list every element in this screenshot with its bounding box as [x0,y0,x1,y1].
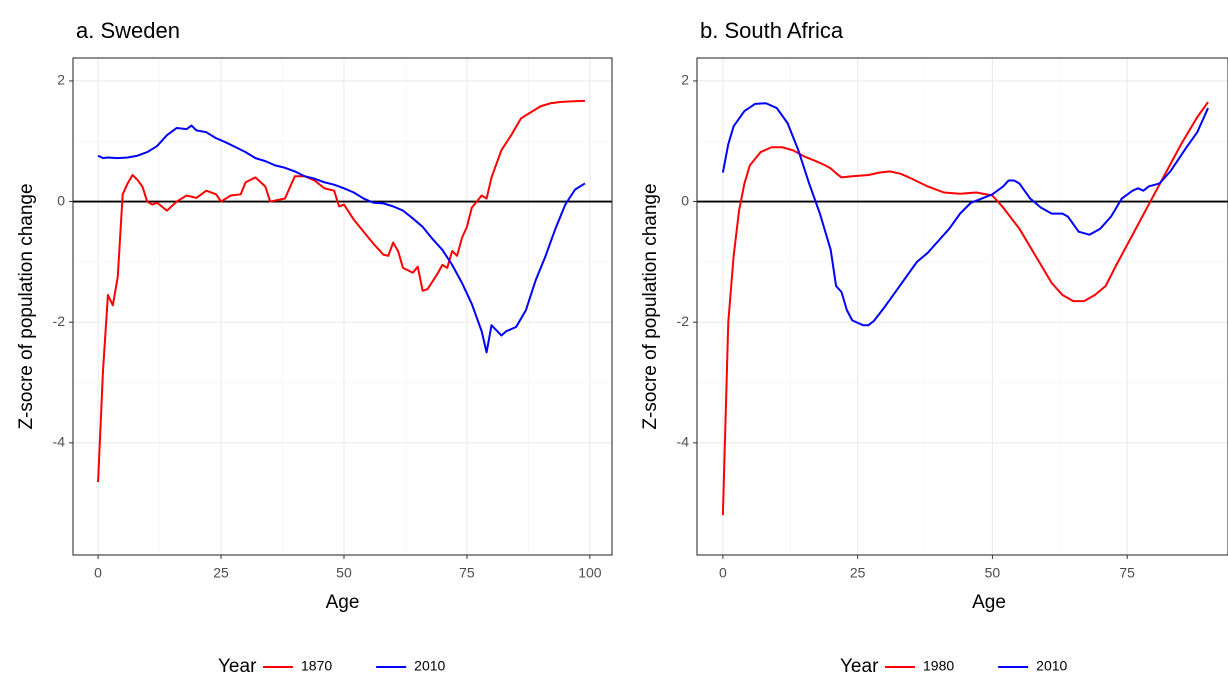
legend-title: Year [218,656,257,677]
x-tick-label: 50 [336,565,352,581]
series-line [97,99,585,483]
y-tick-label: 0 [681,192,689,208]
y-tick-label: -4 [53,434,66,450]
x-tick-label: 0 [719,565,727,581]
plot-border [696,57,1228,556]
legend-title: Year [840,656,879,677]
x-tick-label: 25 [213,565,229,581]
x-tick-label: 0 [94,565,102,581]
y-axis-label: Z-socre of population change [640,183,661,429]
plot-background [73,58,612,555]
x-axis-label: Age [972,592,1006,613]
plot-background [697,58,1228,555]
panel-title: a. Sweden [76,18,180,43]
x-axis-label: Age [326,592,360,613]
x-tick-label: 75 [1119,565,1135,581]
y-tick-label: 0 [57,192,65,208]
series-line [721,101,1209,516]
y-tick-label: -4 [677,434,690,450]
series-line [721,102,1209,327]
y-tick-label: 2 [681,72,689,88]
y-tick-label: 2 [57,72,65,88]
panel-title: b. South Africa [700,18,844,43]
x-tick-label: 25 [850,565,866,581]
x-tick-label: 50 [985,565,1001,581]
legend-label: 1980 [923,658,954,674]
y-tick-label: -2 [677,313,690,329]
x-tick-label: 100 [578,565,602,581]
legend-label: 1870 [301,658,332,674]
series-line [97,124,586,354]
legend-label: 2010 [1036,658,1067,674]
series-group [721,101,1209,516]
x-tick-label: 75 [459,565,475,581]
plot-border [72,57,613,556]
y-tick-label: -2 [53,313,66,329]
y-axis-label: Z-socre of population change [16,183,37,429]
legend-label: 2010 [414,658,445,674]
series-group [97,99,586,483]
